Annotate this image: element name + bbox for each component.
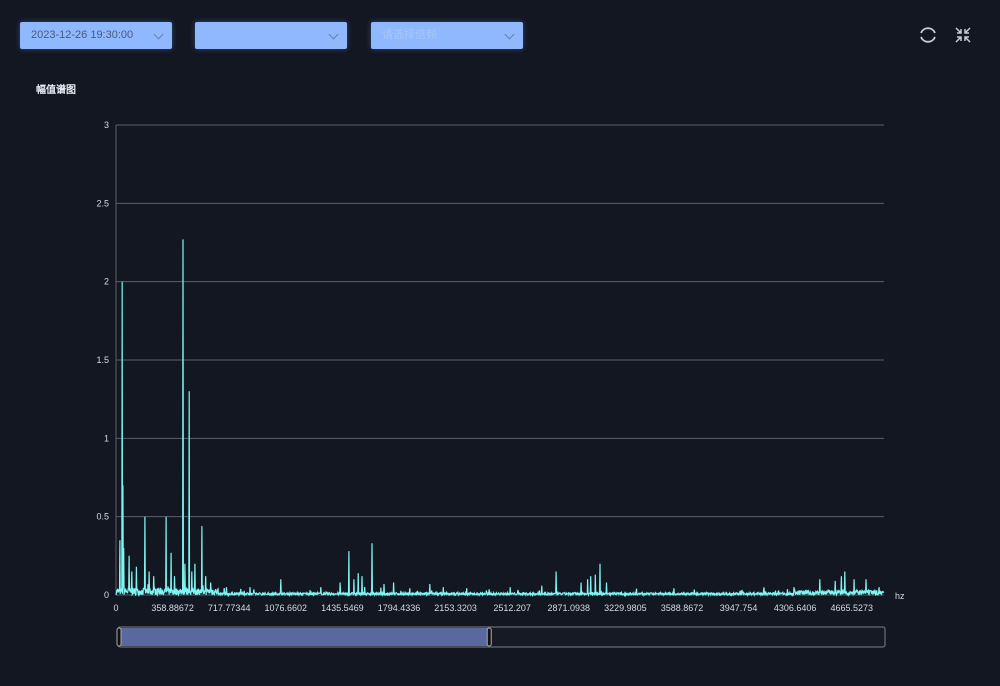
spectrum-series-line — [115, 239, 885, 598]
octave-placeholder: 请选择倍频 — [382, 29, 437, 41]
datetime-select[interactable]: 2023-12-26 19:30:00 — [20, 22, 172, 49]
x-tick-label: 2871.0938 — [547, 603, 590, 613]
x-tick-label: 1794.4336 — [378, 603, 421, 613]
x-tick-label: 4665.5273 — [830, 603, 873, 613]
data-zoom-slider[interactable] — [116, 626, 886, 648]
y-tick-label: 0.5 — [96, 512, 109, 522]
y-tick-label: 3 — [104, 120, 109, 130]
x-tick-label: 717.77344 — [208, 603, 251, 613]
x-tick-label: 3947.754 — [720, 603, 758, 613]
x-tick-label: 1076.6602 — [265, 603, 308, 613]
y-tick-label: 1.5 — [96, 355, 109, 365]
y-tick-label: 0 — [104, 590, 109, 600]
slider-end-handle[interactable] — [486, 627, 492, 647]
slider-start-handle[interactable] — [116, 627, 122, 647]
x-tick-label: 2153.3203 — [434, 603, 477, 613]
compress-icon[interactable] — [952, 24, 974, 46]
slider-selected-range[interactable] — [118, 628, 490, 646]
x-tick-label: 1435.5469 — [321, 603, 364, 613]
channel-select[interactable] — [195, 22, 347, 49]
x-tick-label: 4306.6406 — [774, 603, 817, 613]
refresh-icon[interactable] — [917, 24, 939, 46]
x-tick-label: 0 — [113, 603, 118, 613]
y-tick-label: 1 — [104, 433, 109, 443]
y-tick-label: 2.5 — [96, 198, 109, 208]
y-tick-label: 2 — [104, 277, 109, 287]
chart-title: 幅值谱图 — [36, 85, 76, 96]
datetime-value: 2023-12-26 19:30:00 — [31, 29, 134, 41]
x-tick-label: 358.88672 — [151, 603, 194, 613]
x-axis-label: hz — [895, 591, 905, 601]
octave-select[interactable]: 请选择倍频 — [371, 22, 523, 49]
x-tick-label: 3588.8672 — [661, 603, 704, 613]
x-tick-label: 3229.9805 — [604, 603, 647, 613]
x-tick-label: 2512.207 — [493, 603, 531, 613]
